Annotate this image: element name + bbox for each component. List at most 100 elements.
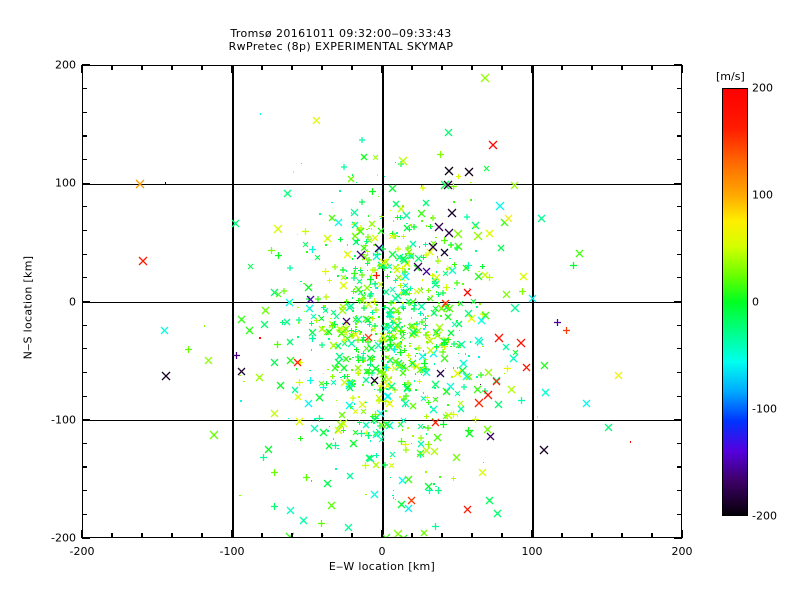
scatter-marker [395,323,398,326]
scatter-marker [403,260,411,267]
scatter-plot-area [82,65,682,538]
scatter-marker [394,161,397,164]
scatter-marker [398,438,406,446]
scatter-marker [398,421,400,424]
scatter-marker [318,315,325,322]
scatter-marker [314,255,321,261]
scatter-marker [351,221,359,229]
scatter-marker [411,303,417,309]
gridline-vertical [532,66,534,537]
scatter-marker [395,359,403,367]
x-tick-top [321,65,323,70]
scatter-marker [428,242,437,252]
scatter-marker [478,469,487,477]
scatter-marker [447,242,454,249]
scatter-marker [355,328,357,331]
scatter-marker [366,322,372,328]
scatter-marker [372,154,379,161]
scatter-marker [402,283,409,289]
scatter-marker [413,331,420,338]
y-tick [82,324,87,326]
scatter-marker [492,376,501,384]
scatter-marker [203,325,206,327]
scatter-marker [260,453,268,461]
scatter-marker [404,504,412,513]
scatter-marker [384,376,393,384]
y-tick-label: 200 [55,58,76,72]
scatter-marker [392,306,401,315]
scatter-marker [414,355,417,357]
scatter-marker [329,374,335,380]
scatter-marker [318,380,325,387]
scatter-marker [368,291,375,298]
scatter-marker [325,309,328,312]
scatter-marker [331,364,339,372]
scatter-marker [474,226,476,229]
scatter-marker [342,373,348,379]
scatter-marker [375,394,383,402]
x-tick [321,533,323,538]
scatter-marker [453,369,462,378]
scatter-marker [370,309,376,315]
scatter-marker [404,245,411,252]
scatter-marker [369,283,372,286]
scatter-marker [415,322,418,325]
scatter-marker [332,438,335,440]
scatter-marker [238,494,241,497]
scatter-marker [398,235,400,238]
scatter-marker [408,253,415,260]
scatter-marker [390,232,397,239]
scatter-marker [358,395,360,398]
scatter-marker [369,356,375,362]
scatter-marker [397,326,405,334]
x-tick-top [471,65,473,70]
scatter-marker [342,330,349,337]
scatter-marker [387,341,395,349]
x-tick [561,533,563,538]
scatter-marker [486,432,495,441]
scatter-marker [429,405,438,414]
scatter-marker [400,318,403,320]
x-tick [81,530,83,538]
scatter-marker [434,387,436,389]
scatter-marker [351,275,358,282]
scatter-marker [376,287,379,289]
scatter-marker [372,279,375,282]
scatter-marker [359,338,365,344]
y-tick [82,135,87,137]
scatter-marker [322,326,325,328]
scatter-marker [358,198,365,205]
scatter-marker [369,440,372,442]
gridline-horizontal [83,183,681,185]
scatter-marker [451,262,457,268]
scatter-marker [408,359,410,362]
scatter-marker [420,185,423,188]
scatter-marker [434,344,440,350]
scatter-marker [483,425,492,434]
scatter-marker [485,229,494,238]
scatter-marker [401,326,404,328]
scatter-marker [405,248,413,256]
scatter-marker [420,287,423,289]
scatter-marker [351,331,360,339]
scatter-marker [355,325,357,328]
scatter-marker [629,441,632,443]
scatter-marker [416,331,418,333]
scatter-marker [351,173,354,176]
scatter-marker [539,445,548,455]
y-tick-right [677,111,682,113]
scatter-marker [422,242,428,248]
scatter-marker [283,189,292,197]
scatter-marker [374,453,380,459]
scatter-marker [364,239,370,245]
scatter-marker [434,222,443,232]
scatter-marker [373,430,379,437]
scatter-marker [354,369,361,376]
scatter-marker [408,322,416,330]
x-tick-top [381,65,383,73]
scatter-marker [424,394,430,400]
scatter-marker [389,271,392,273]
scatter-marker [357,429,365,437]
scatter-marker [462,264,470,272]
scatter-marker [435,236,438,239]
